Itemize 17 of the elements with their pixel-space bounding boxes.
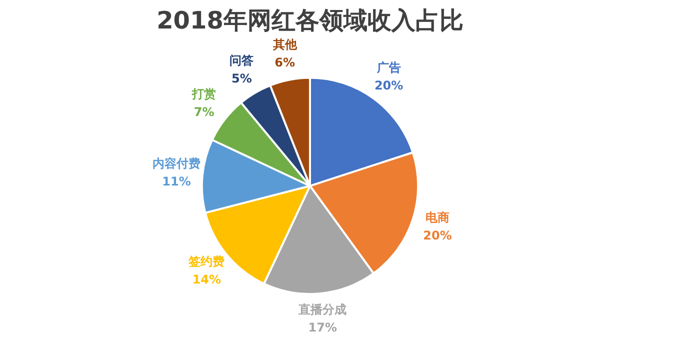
data-label: 20% — [423, 228, 452, 242]
slice-label: 打赏 — [191, 86, 216, 101]
slice-label: 签约费 — [188, 254, 225, 269]
slice-label: 其他 — [272, 37, 298, 52]
data-label: 17% — [308, 320, 337, 335]
slice-label: 电商 — [426, 210, 450, 224]
slice-label: 内容付费 — [152, 156, 200, 170]
data-label: 14% — [192, 272, 222, 287]
chart-title: 2018年网红各领域收入占比 — [156, 6, 464, 35]
data-label: 7% — [194, 104, 214, 119]
slice-label: 直播分成 — [298, 302, 347, 317]
data-label: 11% — [162, 174, 191, 188]
slice-label: 广告 — [376, 60, 401, 75]
data-label: 20% — [374, 78, 404, 93]
data-label: 6% — [274, 55, 296, 70]
data-label: 5% — [232, 72, 252, 86]
slice-label: 问答 — [230, 54, 255, 68]
